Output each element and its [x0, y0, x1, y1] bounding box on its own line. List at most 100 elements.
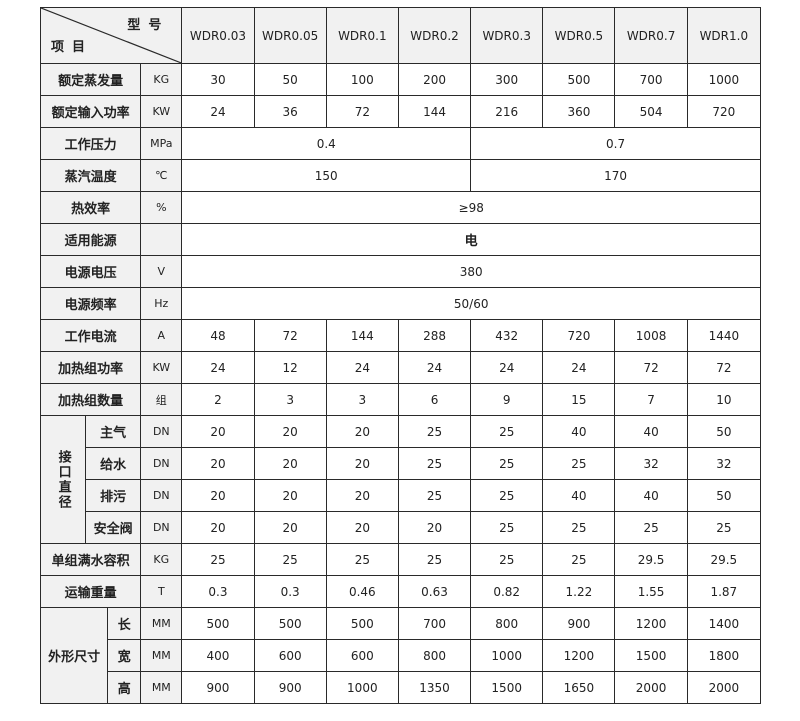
value-cell: 20 [325, 479, 399, 512]
value-cell: 2 [181, 383, 255, 416]
value-cell: 30 [181, 63, 255, 96]
value-cell: 380 [181, 255, 761, 288]
unit-cell: Hz [140, 287, 183, 320]
value-cell: 500 [253, 607, 327, 640]
value-cell: 720 [542, 319, 616, 352]
value-cell: 25 [542, 511, 616, 544]
value-cell: 900 [542, 607, 616, 640]
value-cell: 7 [614, 383, 688, 416]
value-cell: 25 [397, 447, 472, 480]
row-label: 高 [107, 671, 142, 704]
value-cell: 40 [542, 479, 616, 512]
value-cell: 24 [397, 351, 472, 384]
group-label: 接口直径 [39, 415, 87, 544]
value-cell: 25 [614, 511, 688, 544]
value-cell: 1500 [614, 639, 688, 672]
value-cell: 20 [253, 447, 327, 480]
value-cell: 36 [253, 95, 327, 128]
value-cell: 40 [614, 479, 688, 512]
value-cell: 40 [542, 415, 616, 448]
value-cell: 800 [470, 607, 544, 640]
value-cell: 20 [181, 511, 255, 544]
value-cell: 360 [542, 95, 616, 128]
value-cell: 216 [470, 95, 544, 128]
unit-cell: MM [140, 607, 183, 640]
value-cell: 29.5 [614, 543, 688, 576]
value-cell: 20 [181, 447, 255, 480]
row-label: 安全阀 [85, 511, 142, 544]
unit-cell: MM [140, 639, 183, 672]
value-cell: 25 [397, 479, 472, 512]
value-cell: 504 [614, 95, 688, 128]
value-cell: 25 [470, 511, 544, 544]
value-cell: 1500 [470, 671, 544, 704]
diagonal-line [41, 8, 181, 63]
value-cell: 1350 [397, 671, 472, 704]
table-row: 加热组功率 KW 24 12 24 24 24 24 72 72 [39, 351, 762, 384]
row-label: 电源电压 [39, 255, 142, 288]
value-cell: 100 [325, 63, 399, 96]
value-cell: 900 [253, 671, 327, 704]
value-cell: 0.4 [181, 127, 472, 160]
row-label: 长 [107, 607, 142, 640]
unit-cell: DN [140, 415, 183, 448]
value-cell: 25 [470, 415, 544, 448]
value-cell: 25 [253, 543, 327, 576]
unit-cell: DN [140, 511, 183, 544]
value-cell: 288 [397, 319, 472, 352]
unit-cell: MM [140, 671, 183, 704]
value-cell: 144 [397, 95, 472, 128]
row-label: 额定蒸发量 [39, 63, 142, 96]
value-cell: 20 [397, 511, 472, 544]
unit-cell: A [140, 319, 183, 352]
value-cell: 900 [181, 671, 255, 704]
row-label: 工作压力 [39, 127, 142, 160]
value-cell: 25 [181, 543, 255, 576]
value-cell: 3 [253, 383, 327, 416]
value-cell: 1400 [686, 607, 762, 640]
value-cell: 2000 [614, 671, 688, 704]
value-cell: 24 [325, 351, 399, 384]
group-label: 外形尺寸 [39, 607, 109, 704]
value-cell: 20 [325, 415, 399, 448]
model-header: WDR0.5 [542, 7, 616, 64]
value-cell: 0.46 [325, 575, 399, 608]
value-cell: 2000 [686, 671, 762, 704]
value-cell: 32 [686, 447, 762, 480]
row-label: 电源频率 [39, 287, 142, 320]
unit-cell: KW [140, 95, 183, 128]
header-row: 型号 项目 WDR0.03 WDR0.05 WDR0.1 WDR0.2 WDR0.3 WD… [39, 7, 762, 64]
value-cell: 0.3 [181, 575, 255, 608]
value-cell: 25 [397, 415, 472, 448]
value-cell: 1650 [542, 671, 616, 704]
value-cell: 29.5 [686, 543, 762, 576]
value-cell: 20 [325, 447, 399, 480]
table-row: 宽 MM 400 600 600 800 1000 1200 1500 1800 [41, 639, 762, 672]
value-cell: 24 [542, 351, 616, 384]
value-cell: 200 [397, 63, 472, 96]
value-cell: 25 [470, 543, 544, 576]
value-cell: 0.7 [470, 127, 761, 160]
table-row: 加热组数量组 2 3 3 6 9 15 7 10 [39, 383, 762, 416]
value-cell: 25 [397, 543, 472, 576]
unit-cell: ℃ [140, 159, 183, 192]
corner-model-label: 型号 [127, 18, 170, 33]
value-cell: 1440 [686, 319, 762, 352]
table-row: 单组满水容积 KG 25 25 25 25 25 25 29.5 29.5 [39, 543, 762, 576]
value-cell: 72 [614, 351, 688, 384]
value-cell: 700 [397, 607, 472, 640]
row-label: 工作电流 [39, 319, 142, 352]
value-cell: 1000 [686, 63, 762, 96]
value-cell: 25 [542, 447, 616, 480]
row-label: 运输重量 [39, 575, 142, 608]
row-label: 宽 [107, 639, 142, 672]
value-cell: 1200 [542, 639, 616, 672]
unit-cell: % [140, 191, 183, 224]
value-cell: 500 [181, 607, 255, 640]
table-row: 电源电压 V 380 [39, 255, 761, 288]
value-cell: 72 [686, 351, 762, 384]
value-cell: 800 [397, 639, 472, 672]
row-label: 加热组功率 [39, 351, 142, 384]
value-cell: ≥98 [181, 191, 761, 224]
table-row: 外形尺寸长 MM 500 500 500 700 800 900 1200 1400 [39, 607, 762, 704]
